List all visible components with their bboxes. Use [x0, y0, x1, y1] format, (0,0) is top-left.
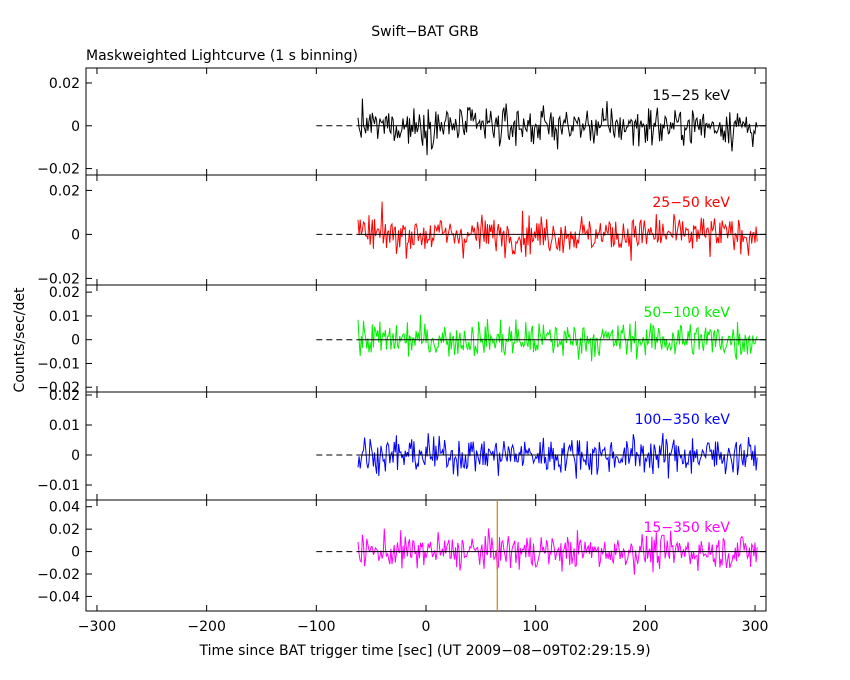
- y-tick-label: 0: [71, 545, 80, 561]
- band-label-5: 15−350 keV: [643, 520, 730, 536]
- y-tick-label: −0.02: [37, 271, 80, 287]
- chart-title: Swift−BAT GRB: [371, 24, 478, 40]
- x-tick-label: 100: [522, 619, 549, 635]
- y-tick-label: 0.02: [49, 388, 80, 404]
- y-tick-label: 0.01: [49, 418, 80, 434]
- band-label-4: 100−350 keV: [635, 412, 731, 428]
- y-tick-label: −0.01: [37, 356, 80, 372]
- band-label-3: 50−100 keV: [643, 305, 730, 321]
- y-tick-label: 0: [71, 119, 80, 135]
- x-axis-label: Time since BAT trigger time [sec] (UT 20…: [198, 643, 650, 659]
- band-label-1: 15−25 keV: [652, 88, 730, 104]
- y-tick-label: −0.02: [37, 567, 80, 583]
- panels-group: −0.02 0 0.02 15−25 keV −0.02 0 0.02 25−50 keV −0…: [37, 67, 767, 612]
- panel-3: −0.02 −0.01 0 0.01 0.02 50−100 keV: [37, 284, 767, 396]
- x-tick-label: 0: [422, 619, 431, 635]
- series-line-5: [357, 528, 758, 575]
- band-label-2: 25−50 keV: [652, 195, 730, 211]
- series-line-4: [357, 432, 758, 479]
- y-tick-label: 0: [71, 227, 80, 243]
- x-tick-label: −300: [78, 619, 116, 635]
- y-tick-label: 0.02: [49, 183, 80, 199]
- y-tick-label: 0.02: [49, 76, 80, 92]
- y-tick-label: −0.01: [37, 478, 80, 494]
- panel-4: −0.01 0 0.01 0.02 100−350 keV: [37, 388, 767, 501]
- chart-subtitle: Maskweighted Lightcurve (1 s binning): [86, 48, 358, 64]
- x-tick-label: −200: [187, 619, 225, 635]
- x-tick-label: 200: [632, 619, 659, 635]
- panel-1: −0.02 0 0.02 15−25 keV: [37, 67, 767, 178]
- series-line-3: [357, 314, 758, 362]
- y-tick-label: −0.04: [37, 589, 80, 605]
- series-line-1: [357, 98, 758, 156]
- y-tick-label: 0.02: [49, 522, 80, 538]
- y-axis-label: Counts/sec/det: [12, 287, 28, 392]
- y-tick-label: 0.02: [49, 285, 80, 301]
- y-tick-label: −0.02: [37, 380, 80, 396]
- y-tick-label: −0.02: [37, 162, 80, 178]
- series-line-2: [357, 201, 758, 261]
- y-tick-label: 0.04: [49, 500, 80, 516]
- x-axis: −300 −200 −100 0 100 200 300: [78, 619, 769, 635]
- x-tick-label: 300: [742, 619, 769, 635]
- panel-5: −0.04 −0.02 0 0.02 0.04 15−350 keV: [37, 499, 767, 612]
- y-tick-label: 0.01: [49, 309, 80, 325]
- y-tick-label: 0: [71, 333, 80, 349]
- y-tick-label: 0: [71, 448, 80, 464]
- x-tick-label: −100: [297, 619, 335, 635]
